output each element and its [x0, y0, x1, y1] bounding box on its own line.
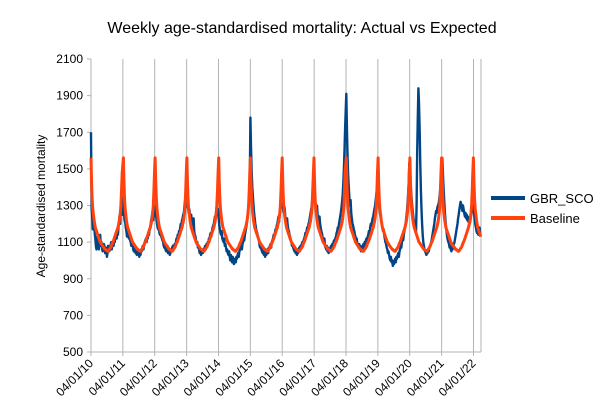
series-line-gbr-sco — [89, 87, 482, 268]
legend-label-baseline: Baseline — [530, 211, 580, 226]
y-tick-label: 1700 — [56, 125, 83, 139]
y-tick-label: 2100 — [56, 52, 83, 66]
y-tick-label: 1100 — [57, 235, 83, 249]
series-lines — [89, 87, 483, 268]
y-ticks: 500 700 900 1100 1300 1500 1700 1900 2100 — [56, 52, 83, 359]
y-tick-label: 700 — [63, 308, 83, 322]
y-tick-label: 1900 — [56, 89, 83, 103]
y-tick-label: 1500 — [56, 162, 83, 176]
legend: GBR_SCO Baseline — [491, 191, 594, 226]
legend-label-gbr-sco: GBR_SCO — [530, 191, 594, 206]
chart-title: Weekly age-standardised mortality: Actua… — [107, 20, 496, 37]
x-ticks: 04/01/1004/01/1104/01/1204/01/1304/01/14… — [53, 356, 479, 399]
y-axis-label: Age-standardised mortality — [34, 135, 48, 278]
series-line-baseline — [89, 156, 483, 253]
y-tick-label: 1300 — [56, 199, 83, 213]
y-tick-label: 500 — [63, 345, 83, 359]
y-tick-label: 900 — [63, 272, 83, 286]
